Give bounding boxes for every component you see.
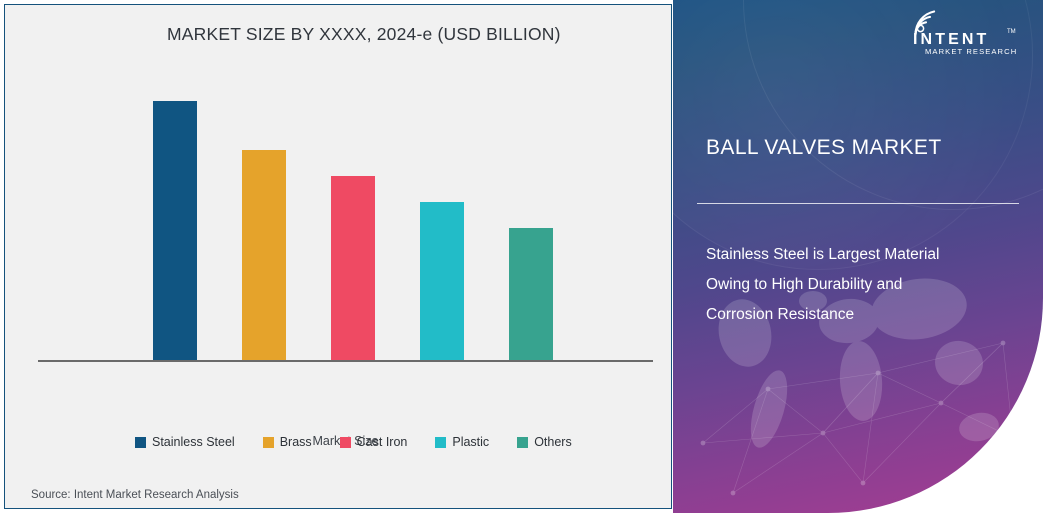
title-panel: INTENT TM MARKET RESEARCH BALL VALVES MA… xyxy=(673,0,1043,513)
bar-plastic xyxy=(420,202,464,361)
intent-market-research-logo: INTENT TM MARKET RESEARCH xyxy=(913,10,1017,56)
legend-label: Stainless Steel xyxy=(152,435,235,449)
network-overlay-graphic xyxy=(700,340,1016,496)
x-axis-line xyxy=(38,360,653,362)
bar-group xyxy=(38,75,653,361)
legend-swatch-icon xyxy=(262,436,274,448)
legend-item-cast-iron[interactable]: Cast Iron xyxy=(339,435,408,449)
logo-wordmark: INTENT xyxy=(913,31,989,48)
legend-label: Plastic xyxy=(452,435,490,449)
bar-cast-iron xyxy=(331,176,375,361)
panel-subtitle-line-1: Stainless Steel is Largest Material xyxy=(706,246,940,263)
legend-item-plastic[interactable]: Plastic xyxy=(435,435,489,449)
legend-swatch-icon xyxy=(517,436,529,448)
panel-divider xyxy=(697,203,1019,204)
chart-card: MARKET SIZE BY XXXX, 2024-e (USD BILLION… xyxy=(4,4,672,509)
world-map-graphic xyxy=(718,278,999,448)
bar-stainless-steel xyxy=(153,101,197,361)
panel-title: BALL VALVES MARKET xyxy=(706,136,942,159)
panel-subtitle: Stainless Steel is Largest Material Owing… xyxy=(706,240,1006,330)
source-note: Source: Intent Market Research Analysis xyxy=(31,489,239,501)
chart-plot-area xyxy=(38,75,653,361)
panel-subtitle-line-3: Corrosion Resistance xyxy=(706,306,855,323)
legend-item-others[interactable]: Others xyxy=(517,435,572,449)
legend-swatch-icon xyxy=(339,436,351,448)
bar-brass xyxy=(242,150,286,361)
logo-tagline: MARKET RESEARCH xyxy=(925,47,1017,56)
legend-label: Brass xyxy=(279,435,312,449)
legend-item-stainless-steel[interactable]: Stainless Steel xyxy=(135,435,235,449)
logo-trademark: TM xyxy=(1007,29,1016,35)
legend-swatch-icon xyxy=(135,436,146,448)
legend-label: Others xyxy=(534,435,572,449)
chart-title: MARKET SIZE BY XXXX, 2024-e (USD BILLION… xyxy=(167,24,561,44)
legend-swatch-icon xyxy=(435,436,447,448)
chart-legend: Stainless Steel Brass Cast Iron Plastic Othe… xyxy=(135,432,585,452)
legend-label: Cast Iron xyxy=(356,435,408,449)
bar-others xyxy=(509,228,553,361)
legend-item-brass[interactable]: Brass xyxy=(262,435,312,449)
panel-subtitle-line-2: Owing to High Durability and xyxy=(706,276,903,293)
